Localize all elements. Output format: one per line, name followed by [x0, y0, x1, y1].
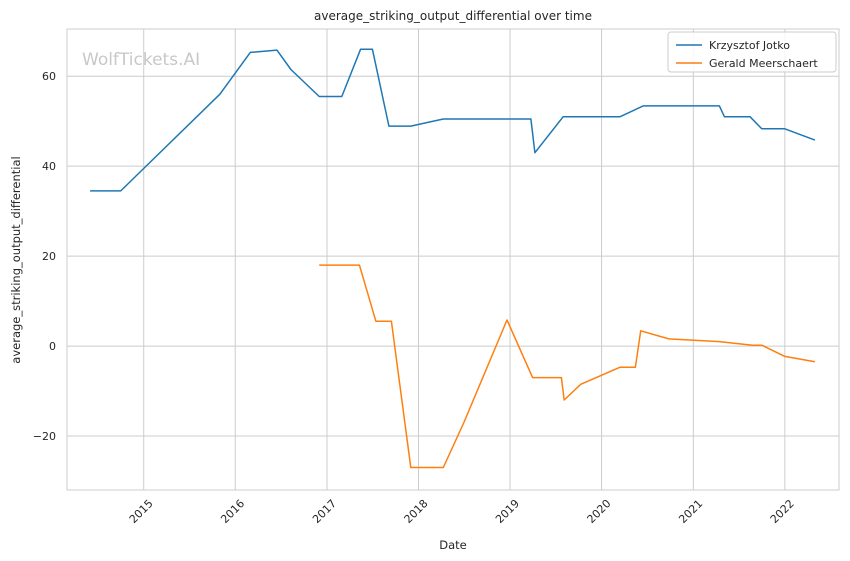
grid: [67, 29, 839, 490]
series-line-gerald-meerschaert: [319, 264, 816, 469]
series-line-krzysztof-jotko: [90, 48, 816, 192]
x-axis-label: Date: [439, 538, 467, 552]
chart-title: average_striking_output_differential ove…: [314, 9, 592, 23]
legend-label-krzysztof-jotko: Krzysztof Jotko: [709, 39, 790, 52]
series-lines: [90, 48, 816, 469]
legend: Krzysztof Jotko Gerald Meerschaert: [667, 31, 837, 73]
legend-box: [667, 31, 837, 73]
y-tick-label: 40: [42, 160, 56, 173]
plot-frame: [66, 28, 840, 491]
legend-label-gerald-meerschaert: Gerald Meerschaert: [709, 57, 818, 70]
y-tick-label: 60: [42, 70, 56, 83]
y-tick-label: 0: [49, 340, 56, 353]
watermark: WolfTickets.AI: [82, 50, 200, 70]
y-tick-label: 20: [42, 250, 56, 263]
y-axis-label: average_striking_output_differential: [9, 156, 23, 363]
y-tick-label: −20: [33, 430, 56, 443]
